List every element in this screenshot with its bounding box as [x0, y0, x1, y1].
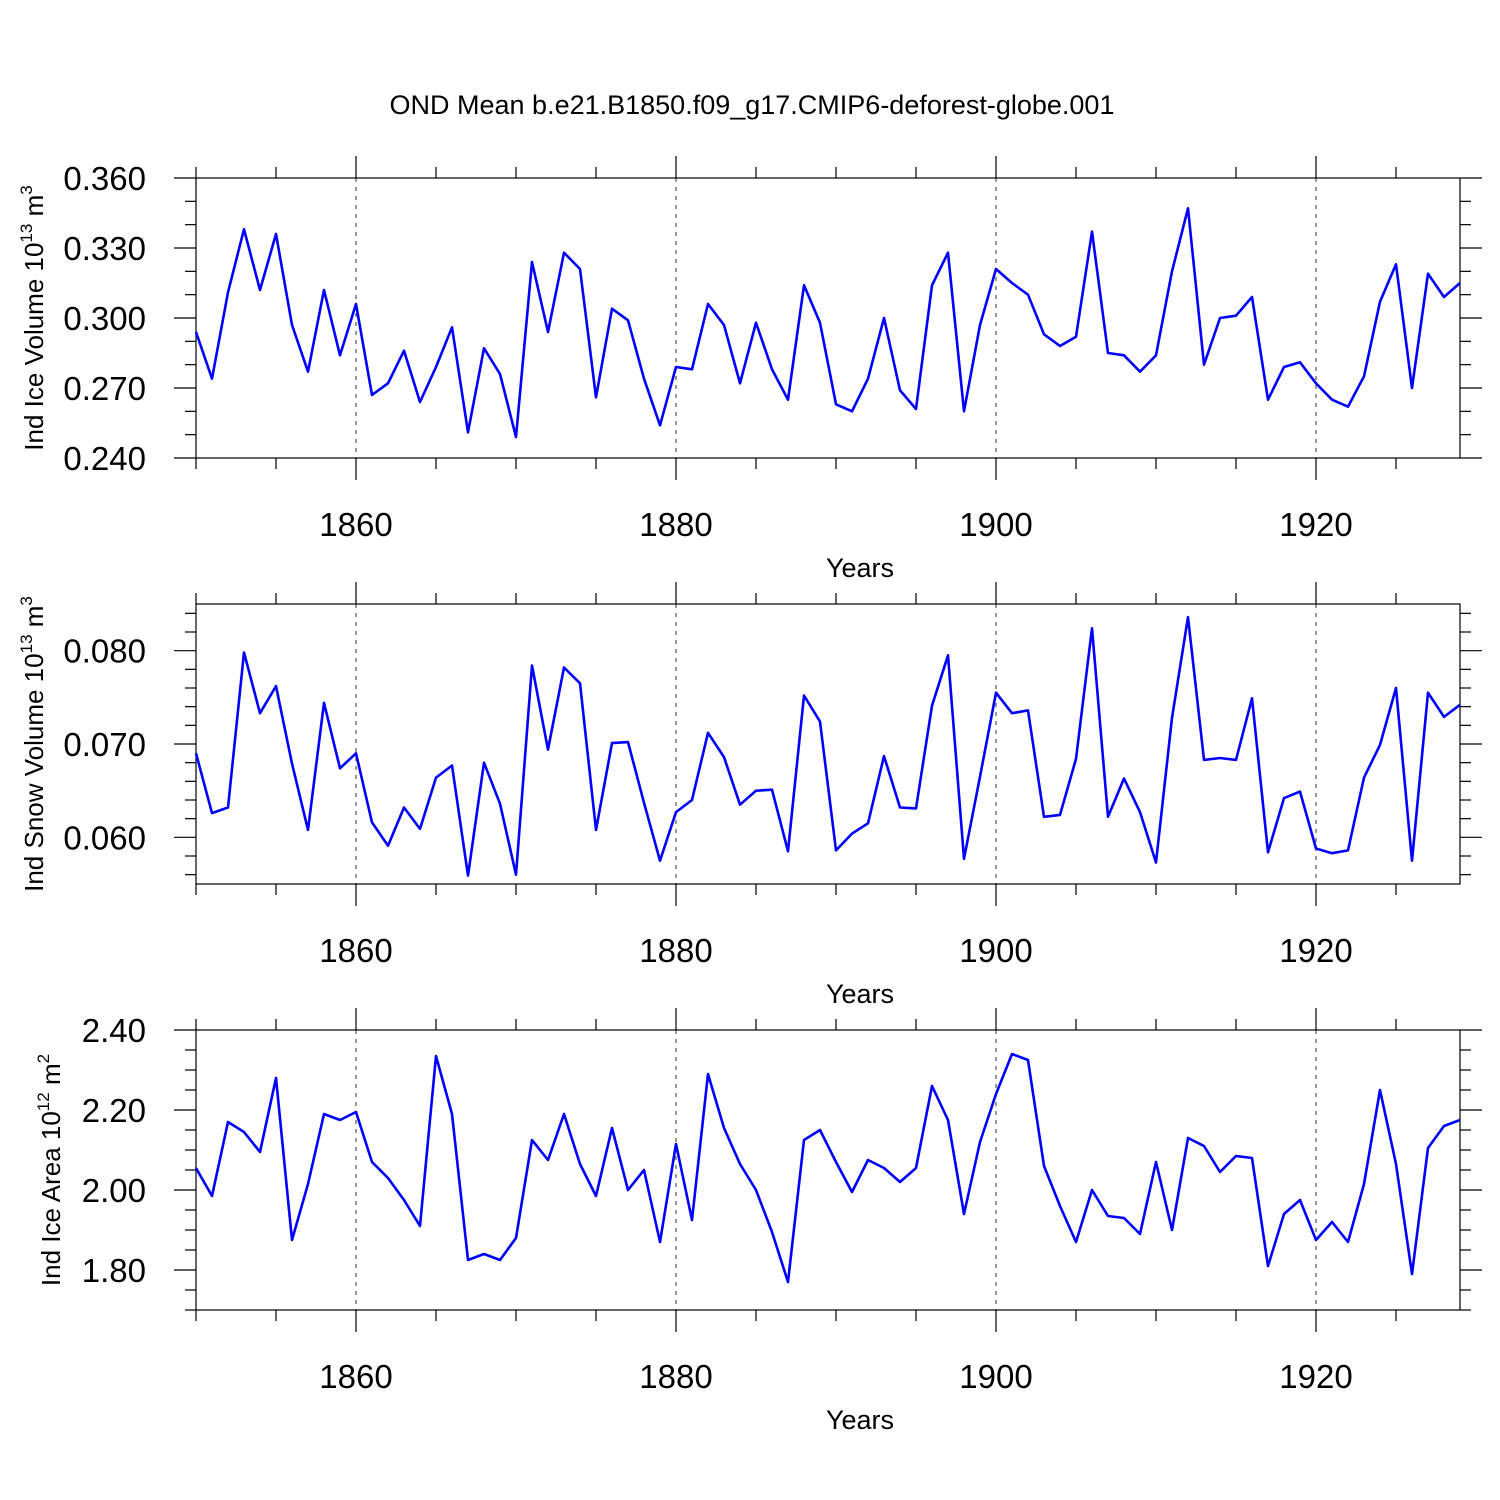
x-axis-title: Years [826, 553, 894, 583]
chart-panels: 0.240 0.270 0.300 0.330 0.360 1860 1880 1900 192… [17, 156, 1482, 1435]
x-tick-label: 1920 [1279, 932, 1352, 969]
figure-title: OND Mean b.e21.B1850.f09_g17.CMIP6-defor… [390, 90, 1115, 120]
y-axis-title-exponent: 13 [17, 224, 36, 243]
chart-panel-3: 1.80 2.00 2.20 2.40 1860 1880 1900 1920 Years Ind… [34, 1008, 1482, 1435]
y-tick-label: 0.330 [63, 230, 146, 267]
x-tick-label: 1920 [1279, 1358, 1352, 1395]
x-tick-label: 1860 [319, 932, 392, 969]
x-axis-title: Years [826, 1405, 894, 1435]
chart-panel-1: 0.240 0.270 0.300 0.330 0.360 1860 1880 1900 192… [17, 156, 1482, 583]
y-tick-label: 2.40 [82, 1012, 146, 1049]
x-tick-label: 1900 [959, 506, 1032, 543]
x-tick-label: 1900 [959, 932, 1032, 969]
y-tick-label: 2.00 [82, 1172, 146, 1209]
y-axis-title: Ind Ice Volume 1013 m3 [17, 185, 49, 450]
y-tick-label: 0.240 [63, 440, 146, 477]
x-tick-label: 1880 [639, 932, 712, 969]
y-axis-title: Ind Snow Volume 1013 m3 [17, 596, 49, 892]
x-axis-title: Years [826, 979, 894, 1009]
y-axis-title: Ind Ice Area 1012 m2 [34, 1054, 66, 1286]
y-tick-label: 0.060 [63, 819, 146, 856]
y-axis-title-unit-exponent: 3 [17, 185, 36, 194]
x-tick-label: 1880 [639, 506, 712, 543]
y-axis-title-exponent: 13 [17, 634, 36, 653]
y-tick-label: 1.80 [82, 1252, 146, 1289]
y-tick-label: 0.360 [63, 160, 146, 197]
x-tick-label: 1880 [639, 1358, 712, 1395]
y-axis-title-text: Ind Snow Volume 10 [19, 653, 49, 892]
y-axis-title-unit-exponent: 3 [17, 596, 36, 605]
x-tick-label: 1900 [959, 1358, 1032, 1395]
x-tick-label: 1860 [319, 506, 392, 543]
y-axis-title-unit: m [19, 195, 49, 224]
y-axis-title-unit-exponent: 2 [34, 1054, 53, 1063]
plot-frame [195, 1029, 1461, 1311]
y-tick-label: 0.270 [63, 370, 146, 407]
chart-panel-2: 0.060 0.070 0.080 1860 1880 1900 1920 Years Ind … [17, 582, 1482, 1009]
y-axis-title-unit: m [19, 606, 49, 635]
plot-frame [195, 177, 1461, 459]
y-tick-label: 0.080 [63, 633, 146, 670]
y-axis-title-unit: m [36, 1063, 66, 1092]
y-axis-title-exponent: 12 [34, 1092, 53, 1111]
series-line [194, 1052, 1461, 1284]
series-line [194, 207, 1461, 439]
y-axis-title-text: Ind Ice Volume 10 [19, 243, 49, 451]
y-axis-title-text: Ind Ice Area 10 [36, 1111, 66, 1286]
x-tick-label: 1860 [319, 1358, 392, 1395]
series-line [194, 615, 1461, 877]
x-tick-label: 1920 [1279, 506, 1352, 543]
y-tick-label: 0.300 [63, 300, 146, 337]
y-tick-label: 0.070 [63, 726, 146, 763]
y-tick-label: 2.20 [82, 1092, 146, 1129]
